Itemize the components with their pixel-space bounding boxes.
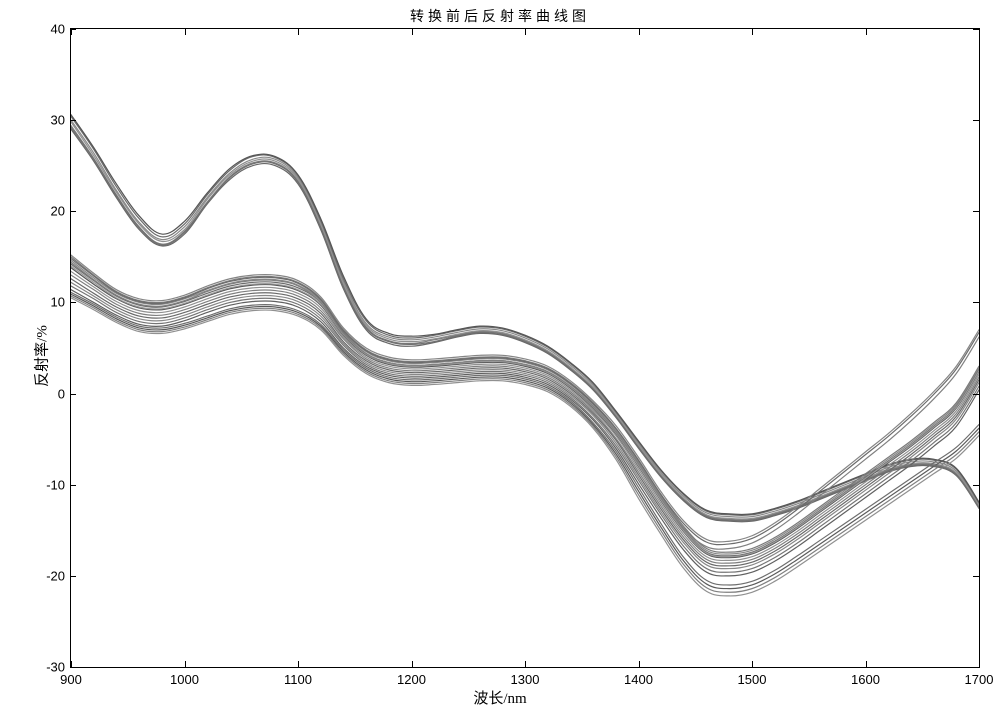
curves-svg	[71, 29, 979, 667]
x-tick-mark-top	[185, 29, 186, 35]
x-tick-label: 1300	[511, 672, 540, 687]
x-tick-mark	[298, 661, 299, 667]
x-tick-mark-top	[866, 29, 867, 35]
x-tick-mark	[866, 661, 867, 667]
series-line	[71, 129, 979, 522]
y-tick-mark-right	[973, 576, 979, 577]
x-tick-label: 1600	[851, 672, 880, 687]
x-tick-mark-top	[412, 29, 413, 35]
series-line	[71, 120, 979, 517]
series-line	[71, 271, 979, 560]
x-tick-mark-top	[639, 29, 640, 35]
series-line	[71, 115, 979, 515]
y-tick-mark-right	[973, 302, 979, 303]
y-tick-label: -10	[35, 477, 65, 492]
y-tick-mark	[70, 302, 76, 303]
y-tick-mark-right	[973, 120, 979, 121]
x-tick-label: 1000	[170, 672, 199, 687]
x-tick-mark-top	[979, 29, 980, 35]
y-tick-mark	[70, 576, 76, 577]
x-tick-mark	[71, 661, 72, 667]
plot-area	[70, 28, 980, 668]
x-tick-mark	[752, 661, 753, 667]
y-axis-label: 反射率/%	[30, 325, 51, 387]
x-tick-label: 1200	[397, 672, 426, 687]
x-tick-label: 900	[60, 672, 82, 687]
x-tick-label: 1100	[284, 672, 312, 687]
y-tick-label: 30	[35, 113, 65, 128]
x-tick-mark	[412, 661, 413, 667]
chart-container: 转换前后反射率曲线图 反射率/% 波长/nm -30-20-1001020304…	[0, 0, 1000, 712]
y-tick-mark	[70, 211, 76, 212]
y-tick-mark-right	[973, 667, 979, 668]
y-tick-mark-right	[973, 211, 979, 212]
y-tick-mark	[70, 667, 76, 668]
y-tick-mark-right	[973, 485, 979, 486]
x-tick-mark-top	[525, 29, 526, 35]
series-line	[71, 282, 979, 568]
x-tick-label: 1500	[738, 672, 767, 687]
x-tick-mark	[525, 661, 526, 667]
series-line	[71, 127, 979, 520]
x-tick-label: 1700	[965, 672, 994, 687]
x-axis-label: 波长/nm	[0, 687, 1000, 708]
y-tick-mark-right	[973, 394, 979, 395]
series-line	[71, 290, 979, 576]
x-tick-mark	[639, 661, 640, 667]
y-tick-label: -20	[35, 568, 65, 583]
y-tick-label: 10	[35, 295, 65, 310]
series-line	[71, 264, 979, 556]
x-tick-label: 1400	[624, 672, 653, 687]
y-tick-mark	[70, 394, 76, 395]
series-line	[71, 286, 979, 572]
x-tick-mark	[185, 661, 186, 667]
y-tick-mark	[70, 120, 76, 121]
y-tick-label: 20	[35, 204, 65, 219]
series-line	[71, 122, 979, 519]
y-tick-label: 40	[35, 22, 65, 37]
x-tick-mark-top	[298, 29, 299, 35]
chart-title: 转换前后反射率曲线图	[0, 6, 1000, 26]
series-line	[71, 126, 979, 520]
x-tick-mark	[979, 661, 980, 667]
y-tick-label: 0	[35, 386, 65, 401]
x-tick-mark-top	[71, 29, 72, 35]
y-tick-mark	[70, 485, 76, 486]
x-tick-mark-top	[752, 29, 753, 35]
